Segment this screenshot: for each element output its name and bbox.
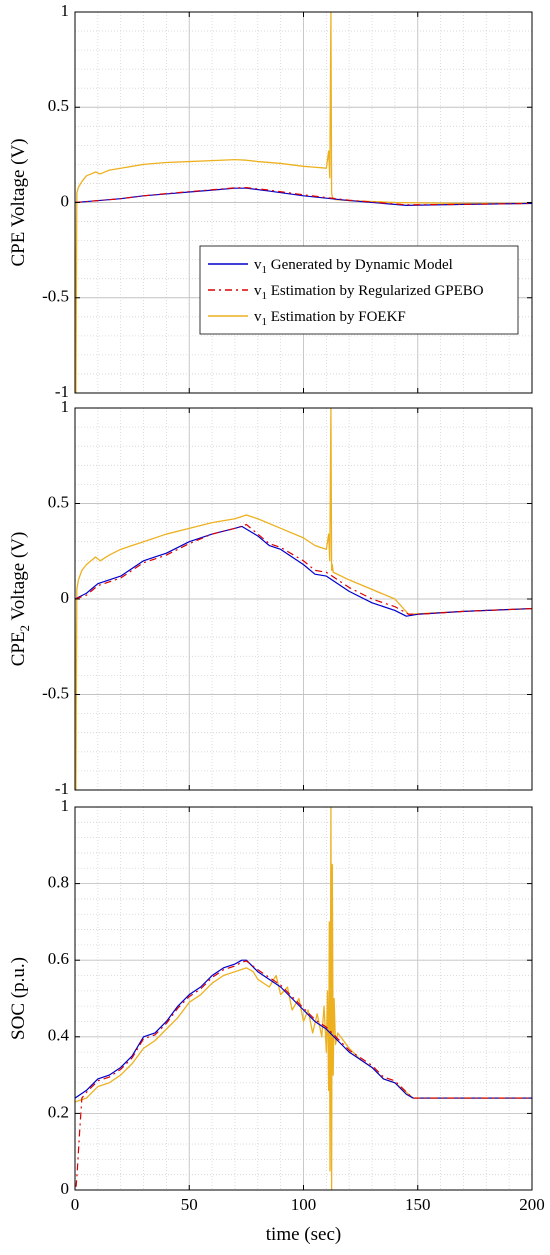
legend-box — [199, 245, 519, 335]
y-axis-label: CPE2 Voltage (V) — [8, 532, 32, 667]
chart-panel-2: -1 -0.5 0 0.5 1 CPE2 Voltage (V) — [8, 397, 533, 798]
series-line-gpebo — [75, 523, 532, 615]
y-tick-label: 1 — [61, 796, 70, 815]
y-tick-label: 0 — [61, 191, 70, 210]
y-tick-label: 1 — [61, 397, 70, 416]
series-line-foekf — [75, 408, 532, 790]
y-tick-label: 0.2 — [48, 1102, 69, 1121]
y-axis-label: SOC (p.u.) — [8, 957, 29, 1040]
y-axis-label-tail: Voltage (V) — [8, 532, 29, 625]
legend-entry: v1 Estimation by Regularized GPEBO — [254, 283, 484, 302]
y-axis-label-main: CPE Voltage (V) — [8, 138, 29, 266]
y-tick-label: 0.4 — [48, 1026, 70, 1045]
y-tick-label: -0.5 — [42, 683, 69, 702]
y-tick-label: -1 — [55, 382, 69, 401]
x-tick-label: 0 — [71, 1195, 80, 1214]
y-tick-label: 0.6 — [48, 949, 69, 968]
legend-entry-text: Estimation by FOEKF — [267, 309, 406, 325]
legend-entry-sub: 1 — [262, 264, 268, 276]
legend-entry-sub: 1 — [262, 290, 268, 302]
series-group — [75, 408, 532, 790]
y-axis-label-main: SOC (p.u.) — [8, 957, 29, 1040]
series-line-model — [75, 959, 532, 1099]
legend-entry-main: v — [254, 257, 262, 273]
series-group — [75, 807, 532, 1190]
series-line-foekf — [75, 807, 532, 1190]
legend-entry: v1 Generated by Dynamic Model — [254, 257, 453, 276]
y-tick-label: -1 — [55, 779, 69, 798]
series-line-gpebo — [75, 187, 532, 206]
y-tick-label: 0 — [61, 588, 70, 607]
y-tick-label: 0.5 — [48, 96, 69, 115]
y-axis-label: CPE Voltage (V) — [8, 138, 29, 266]
y-axis-label-main: CPE — [8, 631, 29, 666]
y-axis-label-sub: 2 — [17, 625, 32, 632]
series-group — [75, 12, 532, 393]
x-tick-label: 150 — [405, 1195, 431, 1214]
legend-entry: v1 Estimation by FOEKF — [254, 309, 406, 328]
legend-entry-text: Generated by Dynamic Model — [267, 257, 453, 273]
series-line-model — [75, 525, 532, 617]
x-axis-label: time (sec) — [266, 1224, 341, 1245]
x-tick-label: 50 — [181, 1195, 198, 1214]
grid — [74, 407, 533, 791]
legend-entry-sub: 1 — [262, 316, 268, 328]
legend-entry-main: v — [254, 309, 262, 325]
legend-entry-main: v — [254, 283, 262, 299]
y-tick-label: 0 — [61, 1179, 70, 1198]
x-tick-label: 100 — [291, 1195, 317, 1214]
y-tick-label: 1 — [61, 1, 70, 20]
x-tick-label: 200 — [519, 1195, 545, 1214]
y-tick-label: 0.5 — [48, 492, 69, 511]
y-tick-label: -0.5 — [42, 287, 69, 306]
chart-panel-3: 0 0.2 0.4 0.6 0.8 1 0 50 100 150 200 SOC (p.u.) time… — [8, 796, 545, 1245]
legend-entry-text: Estimation by Regularized GPEBO — [267, 283, 484, 299]
y-tick-label: 0.8 — [48, 873, 69, 892]
